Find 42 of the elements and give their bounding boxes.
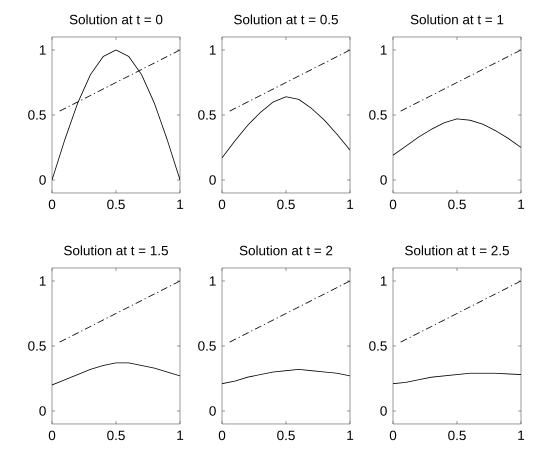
- y-tick-label: 0.5: [28, 110, 46, 120]
- x-tick-label: 0.5: [107, 430, 125, 440]
- x-tick-label: 0: [390, 430, 396, 440]
- y-tick-label: 0.5: [369, 341, 387, 351]
- y-tick-label: 0: [209, 175, 216, 185]
- y-tick-label: 1: [210, 276, 216, 286]
- x-tick-label: 0: [390, 200, 396, 210]
- x-tick-label: 1: [177, 430, 184, 440]
- y-tick-label: 1: [40, 45, 46, 55]
- y-tick-label: 0.5: [198, 341, 216, 351]
- y-tick-label: 1: [380, 276, 387, 286]
- y-tick-label: 0.5: [198, 110, 216, 120]
- chart-title: Solution at t = 2.5: [405, 245, 509, 256]
- chart-title: Solution at t = 0.5: [234, 14, 338, 24]
- x-tick-label: 0.5: [277, 430, 295, 440]
- x-tick-label: 0.5: [277, 200, 295, 210]
- y-tick-label: 1: [40, 276, 46, 286]
- y-tick-label: 0: [39, 406, 46, 416]
- x-tick-label: 1: [518, 430, 524, 440]
- x-tick-label: 1: [518, 200, 524, 209]
- chart-title: Solution at t = 2: [240, 245, 332, 256]
- x-tick-label: 1: [347, 430, 354, 440]
- x-tick-label: 0: [48, 200, 56, 210]
- x-tick-label: 1: [347, 200, 354, 209]
- x-tick-label: 0: [48, 430, 56, 440]
- y-tick-label: 0.5: [28, 341, 46, 351]
- y-tick-label: 1: [210, 45, 216, 55]
- chart-title: Solution at t = 1: [410, 14, 504, 24]
- y-tick-label: 0.5: [369, 110, 387, 120]
- x-tick-label: 0.5: [448, 430, 466, 440]
- x-tick-label: 1: [177, 200, 184, 209]
- x-tick-label: 0: [218, 430, 226, 440]
- y-tick-label: 1: [380, 45, 387, 55]
- y-tick-label: 0: [380, 175, 387, 185]
- x-tick-label: 0.5: [448, 200, 466, 210]
- x-tick-label: 0.5: [107, 200, 125, 210]
- y-tick-label: 0: [380, 406, 387, 416]
- y-tick-label: 0: [209, 406, 216, 416]
- y-tick-label: 0: [39, 175, 46, 185]
- x-tick-label: 0: [218, 200, 226, 210]
- chart-title: Solution at t = 1.5: [64, 245, 168, 256]
- chart-title: Solution at t = 0: [70, 14, 162, 24]
